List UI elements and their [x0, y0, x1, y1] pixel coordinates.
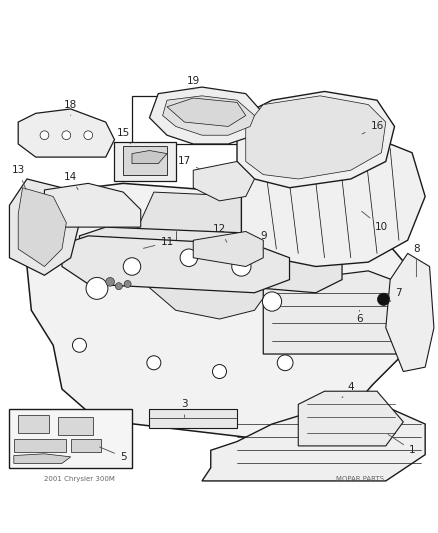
Polygon shape — [193, 161, 254, 201]
Polygon shape — [18, 109, 114, 157]
Polygon shape — [27, 183, 407, 437]
Circle shape — [40, 131, 49, 140]
Polygon shape — [71, 439, 101, 453]
Text: 1: 1 — [387, 434, 414, 455]
Polygon shape — [57, 417, 92, 435]
Polygon shape — [237, 92, 394, 188]
Polygon shape — [14, 454, 71, 463]
Polygon shape — [149, 409, 237, 429]
Polygon shape — [132, 150, 166, 164]
Circle shape — [180, 249, 197, 266]
Text: 15: 15 — [117, 128, 130, 144]
Polygon shape — [245, 96, 385, 179]
Text: 9: 9 — [259, 231, 266, 251]
Text: 10: 10 — [361, 212, 387, 232]
Circle shape — [147, 356, 160, 370]
Circle shape — [106, 278, 114, 286]
Circle shape — [62, 131, 71, 140]
Polygon shape — [241, 135, 424, 266]
Circle shape — [262, 292, 281, 311]
Polygon shape — [385, 253, 433, 372]
Polygon shape — [162, 96, 254, 135]
Text: 19: 19 — [186, 76, 199, 89]
Text: 17: 17 — [177, 157, 199, 169]
Polygon shape — [10, 179, 79, 275]
Polygon shape — [123, 146, 166, 175]
Polygon shape — [10, 409, 132, 468]
Text: 4: 4 — [341, 382, 353, 398]
Circle shape — [277, 355, 292, 370]
Polygon shape — [132, 192, 276, 319]
Text: MOPAR PARTS: MOPAR PARTS — [335, 476, 383, 482]
Polygon shape — [297, 391, 403, 446]
Circle shape — [86, 278, 108, 300]
Polygon shape — [114, 142, 175, 181]
Circle shape — [84, 131, 92, 140]
Polygon shape — [149, 87, 263, 144]
Circle shape — [231, 257, 251, 276]
Circle shape — [72, 338, 86, 352]
Text: 14: 14 — [64, 172, 78, 190]
Text: 7: 7 — [389, 288, 401, 302]
Text: 5: 5 — [99, 447, 126, 462]
Text: 3: 3 — [181, 399, 187, 417]
Circle shape — [124, 280, 131, 287]
Polygon shape — [193, 231, 263, 266]
Text: 2001 Chrysler 300M: 2001 Chrysler 300M — [44, 476, 115, 482]
Circle shape — [212, 365, 226, 378]
Polygon shape — [44, 183, 141, 227]
Text: 6: 6 — [355, 310, 362, 324]
Polygon shape — [201, 407, 424, 481]
Text: 18: 18 — [64, 100, 77, 116]
Text: 16: 16 — [361, 122, 383, 134]
Polygon shape — [14, 439, 66, 453]
Polygon shape — [166, 98, 245, 126]
Polygon shape — [18, 415, 49, 433]
Text: 8: 8 — [412, 244, 419, 277]
Text: 11: 11 — [143, 237, 173, 248]
Polygon shape — [263, 271, 420, 354]
Polygon shape — [62, 236, 289, 293]
Polygon shape — [18, 188, 66, 266]
Text: 13: 13 — [11, 165, 26, 190]
Text: 12: 12 — [212, 224, 226, 242]
Circle shape — [115, 282, 122, 290]
Circle shape — [123, 258, 141, 275]
Polygon shape — [79, 227, 341, 293]
Circle shape — [377, 293, 389, 305]
